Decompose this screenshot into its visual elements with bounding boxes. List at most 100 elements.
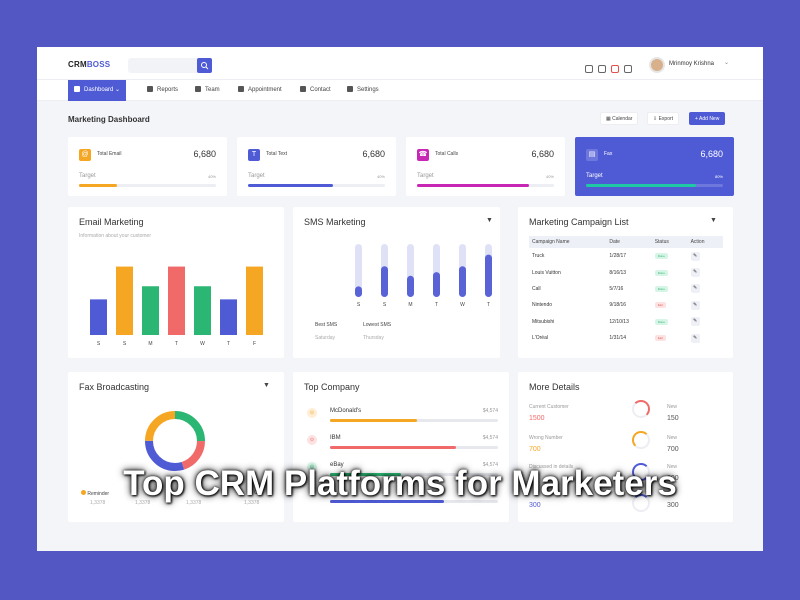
edit-icon[interactable]: ✎ [690,333,700,343]
card-title: SMS Marketing [304,217,366,227]
status-cell: Done [652,314,688,330]
stat-value: 6,680 [531,149,554,159]
x-tick-label: F [253,341,256,347]
best-sms-label: Best SMS [315,322,338,328]
stat-card-email[interactable]: @ Total Email 6,680 Target 40% [68,137,227,196]
status-badge: Done [654,285,668,292]
tab-label: Team [205,87,220,93]
table-row[interactable]: Louis Vuitton 8/16/13 Done ✎ [529,264,723,280]
edit-icon[interactable]: ✎ [690,284,700,294]
legend-value: 1,3378 [186,500,202,506]
status-cell: Fail [652,330,688,346]
company-name: IBM [330,435,341,441]
sms-bar [485,254,492,297]
page-title: Marketing Dashboard [68,115,150,124]
stat-value: 6,680 [700,149,723,159]
stat-label: Total Email [97,151,122,157]
table-row[interactable]: Truck 1/28/17 Done ✎ [529,248,723,264]
table-header-row: Campaign Name Date Status Action [529,236,723,248]
table-row[interactable]: Nintendo 9/18/16 Fail ✎ [529,297,723,313]
campaign-name: Mitsubishi [532,318,555,325]
filter-icon[interactable]: ▼ [486,217,493,224]
table-row[interactable]: L'Oréal 1/31/14 Fail ✎ [529,330,723,346]
progress-ring [632,400,650,418]
status-badge: Done [654,253,668,260]
campaign-name: L'Oréal [532,335,548,342]
detail-value: 700 [529,446,541,453]
x-tick-label: T [175,341,178,347]
add-new-button[interactable]: + Add New [689,112,726,125]
company-bar-fill [330,419,418,422]
campaign-date: 1/31/14 [609,335,627,342]
top-icons [585,60,637,78]
stat-percent: 80% [714,174,723,179]
new-value: 300 [667,502,679,509]
tab-reports[interactable]: Reports [147,80,178,101]
chevron-down-icon[interactable]: ⌄ [724,60,730,66]
best-sms-value: Saturday [315,335,336,341]
filter-icon[interactable]: ▼ [710,217,717,224]
new-value: 150 [667,415,679,422]
table-row[interactable]: Mitsubishi 12/10/13 Done ✎ [529,314,723,330]
company-bar-fill [330,473,401,476]
avatar[interactable] [649,57,665,73]
stat-percent: 40% [376,174,385,179]
email-bar [168,266,185,335]
user-name[interactable]: Mrinmoy Krishna [669,61,715,67]
new-label: New [667,464,678,470]
tab-team[interactable]: Team [195,80,220,101]
bell-icon[interactable] [611,65,619,73]
column-header: Date [606,236,652,248]
tab-label: Contact [310,87,331,93]
filter-icon[interactable]: ▼ [263,382,270,389]
search-input[interactable] [128,58,212,73]
table-row[interactable]: Call 5/7/16 Done ✎ [529,281,723,297]
text-icon: T [248,149,260,161]
edit-icon[interactable]: ✎ [690,251,700,261]
grid-icon [74,86,80,92]
crm-app-window: CRMBOSS Mrinmoy Krishna ⌄ Dashboard ⌄ Re… [37,47,763,551]
logo[interactable]: CRMBOSS [68,60,110,69]
calendar-icon [238,86,244,92]
sms-bar [381,266,388,297]
calendar-button[interactable]: ▦ Calendar [600,112,639,125]
export-button[interactable]: ⇩ Export [647,112,680,125]
chat-icon[interactable] [598,65,606,73]
legend-value: 1,3378 [135,500,151,506]
stat-card-calls[interactable]: ☎ Total Calls 6,680 Target 40% [406,137,565,196]
edit-icon[interactable]: ✎ [690,300,700,310]
new-value: 700 [667,446,679,453]
stat-value: 6,680 [193,149,216,159]
search-button[interactable] [197,58,212,73]
company-name: McDonald's [330,408,362,414]
status-badge: Done [654,318,668,325]
card-title: Fax Broadcasting [79,382,150,392]
email-marketing-card: Email Marketing Information about your c… [68,207,284,358]
calendar-label: Calendar [612,116,633,122]
legend-label: Reminder [87,491,110,497]
tab-contact[interactable]: Contact [300,80,331,101]
progress-ring [632,431,650,449]
tab-dashboard[interactable]: Dashboard ⌄ [68,80,127,101]
detail-value: 300 [529,502,541,509]
campaign-name: Call [532,285,541,292]
stat-card-fax[interactable]: ▤ Fax 6,680 Target 80% [575,137,734,196]
progress-ring [632,494,650,512]
checklist-icon[interactable] [624,65,632,73]
edit-icon[interactable]: ✎ [690,268,700,278]
status-cell: Done [652,248,688,264]
top-bar: CRMBOSS Mrinmoy Krishna ⌄ [37,47,763,80]
top-company-card: Top Company ⊙ McDonald's $4,574 ⊙ IBM $4… [293,372,509,522]
progress-track [417,184,554,187]
x-tick-label: S [97,341,101,347]
card-title: Marketing Campaign List [529,217,629,227]
action-cell: ✎ [688,314,723,330]
edit-icon[interactable]: ✎ [690,317,700,327]
phone-icon[interactable] [585,65,593,73]
tab-settings[interactable]: Settings [347,80,379,101]
fax-donut-chart [145,411,205,471]
campaign-table: Campaign Name Date Status Action Truck 1/… [529,236,723,346]
company-bar-fill [330,500,445,503]
stat-card-text[interactable]: T Total Text 6,680 Target 40% [237,137,396,196]
tab-appointment[interactable]: Appointment [238,80,282,101]
